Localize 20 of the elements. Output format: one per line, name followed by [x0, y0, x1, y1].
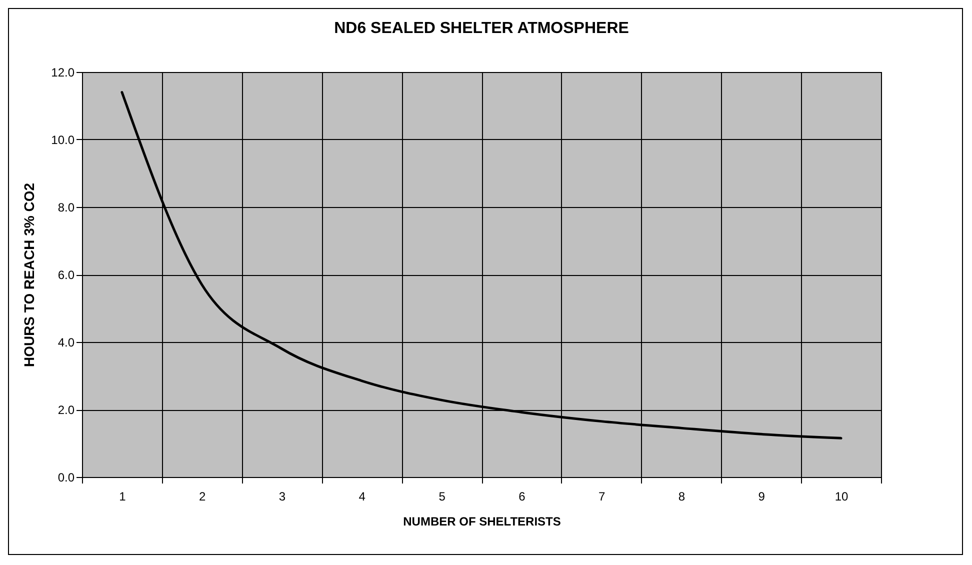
x-tick-label: 8: [678, 490, 686, 504]
x-tick-label: 5: [438, 490, 446, 504]
x-tick-label: 3: [278, 490, 286, 504]
x-tick-label: 10: [834, 490, 849, 504]
x-tick-label: 7: [598, 490, 606, 504]
x-tick-label: 6: [518, 490, 526, 504]
y-tick-label: 6.0: [58, 268, 75, 282]
x-tick-label: 4: [358, 490, 366, 504]
x-tick-label: 9: [758, 490, 766, 504]
y-tick-label: 10.0: [51, 133, 75, 147]
y-tick-label: 12.0: [51, 66, 75, 80]
y-axis-title: HOURS TO REACH 3% CO2: [21, 182, 38, 368]
y-tick-label: 2.0: [58, 403, 75, 417]
y-tick-label: 0.0: [58, 470, 75, 484]
x-tick-label: 1: [119, 490, 126, 504]
chart-title: ND6 SEALED SHELTER ATMOSPHERE: [334, 20, 630, 37]
y-tick-label: 4.0: [58, 336, 75, 350]
y-tick-label: 8.0: [58, 200, 75, 214]
x-tick-label: 2: [199, 490, 206, 504]
x-axis-title: NUMBER OF SHELTERISTS: [403, 514, 561, 528]
